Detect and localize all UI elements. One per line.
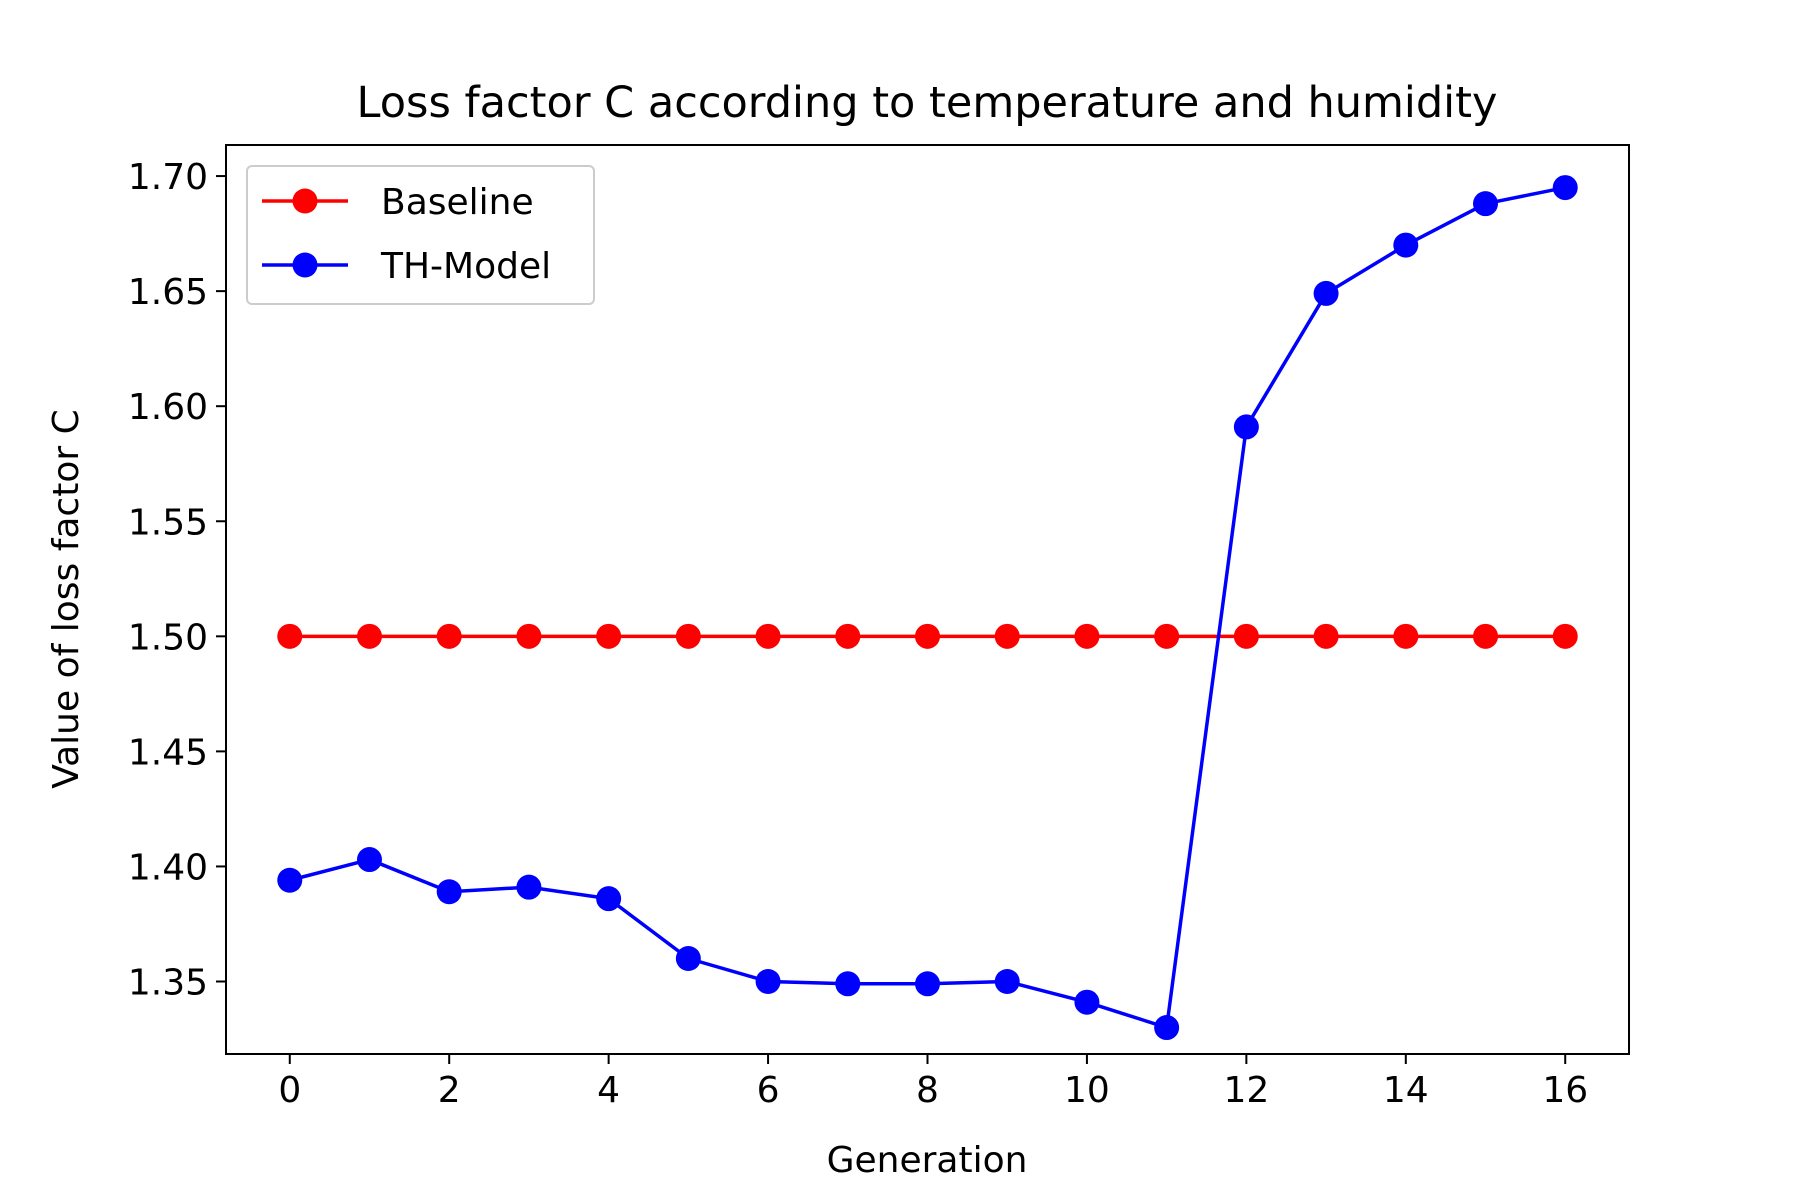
data-point-th-model	[994, 969, 1020, 995]
data-point-th-model	[755, 969, 781, 995]
x-axis-ticks: 0 2 4 6 8 10 12 14 16	[278, 1054, 1588, 1111]
y-tick-label: 1.35	[128, 963, 208, 1004]
data-point-baseline	[675, 623, 701, 649]
chart-title: Loss factor C according to temperature a…	[357, 78, 1498, 128]
data-point-baseline	[1154, 623, 1180, 649]
y-tick-label: 1.55	[128, 502, 208, 543]
data-point-th-model	[436, 879, 462, 905]
legend-entry-th-model: TH-Model	[262, 246, 551, 287]
data-point-th-model	[1313, 280, 1339, 306]
x-tick-label: 4	[597, 1070, 620, 1111]
x-tick-label: 12	[1223, 1070, 1269, 1111]
data-point-baseline	[755, 623, 781, 649]
legend-marker-baseline	[292, 188, 318, 214]
data-point-baseline	[994, 623, 1020, 649]
x-axis-label: Generation	[827, 1140, 1028, 1181]
x-tick-label: 6	[757, 1070, 780, 1111]
legend-marker-th-model	[292, 252, 318, 278]
data-point-baseline	[436, 623, 462, 649]
data-point-baseline	[356, 623, 382, 649]
data-point-baseline	[835, 623, 861, 649]
data-point-baseline	[516, 623, 542, 649]
data-point-baseline	[1313, 623, 1339, 649]
data-point-th-model	[277, 867, 303, 893]
y-tick-label: 1.50	[128, 617, 208, 658]
data-point-th-model	[1473, 191, 1499, 217]
data-point-baseline	[277, 623, 303, 649]
legend: Baseline TH-Model	[246, 165, 595, 305]
data-point-baseline	[596, 623, 622, 649]
legend-label-th-model: TH-Model	[380, 246, 551, 287]
x-tick-label: 14	[1383, 1070, 1429, 1111]
x-tick-label: 0	[278, 1070, 301, 1111]
x-tick-label: 2	[438, 1070, 461, 1111]
data-point-baseline	[1393, 623, 1419, 649]
data-point-th-model	[835, 971, 861, 997]
y-tick-label: 1.45	[128, 732, 208, 773]
legend-entry-baseline: Baseline	[262, 182, 534, 223]
data-point-baseline	[1074, 623, 1100, 649]
x-tick-label: 16	[1542, 1070, 1588, 1111]
data-point-th-model	[1074, 989, 1100, 1015]
y-tick-label: 1.60	[128, 387, 208, 428]
data-point-th-model	[516, 874, 542, 900]
plot-area	[277, 175, 1578, 1041]
data-point-th-model	[1154, 1015, 1180, 1041]
data-point-baseline	[1552, 623, 1578, 649]
data-point-baseline	[915, 623, 940, 649]
y-tick-label: 1.65	[128, 272, 208, 313]
x-tick-label: 8	[916, 1070, 939, 1111]
data-point-th-model	[1393, 232, 1419, 258]
data-point-th-model	[356, 847, 382, 873]
y-tick-label: 1.40	[128, 847, 208, 888]
data-point-th-model	[1233, 414, 1259, 440]
data-point-baseline	[1233, 623, 1259, 649]
y-tick-label: 1.70	[128, 157, 208, 198]
y-axis-ticks: 1.35 1.40 1.45 1.50 1.55 1.60 1.65 1.70	[128, 157, 226, 1004]
legend-label-baseline: Baseline	[381, 182, 534, 223]
data-point-th-model	[915, 971, 940, 997]
y-axis-label: Value of loss factor C	[46, 409, 87, 788]
data-point-baseline	[1473, 623, 1499, 649]
data-point-th-model	[596, 886, 622, 912]
data-point-th-model	[1552, 175, 1578, 201]
data-point-th-model	[675, 946, 701, 971]
x-tick-label: 10	[1064, 1070, 1110, 1111]
